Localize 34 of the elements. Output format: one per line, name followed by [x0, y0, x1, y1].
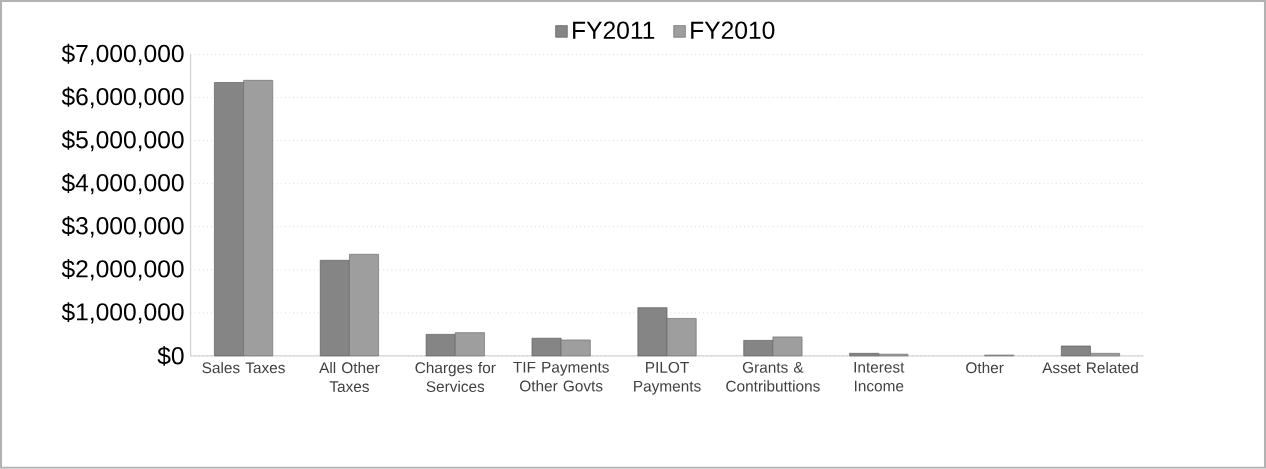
bar: [849, 353, 880, 357]
bar: [666, 318, 697, 357]
legend-label: FY2010: [691, 21, 775, 40]
legend-label: FY2011: [573, 21, 655, 40]
bar: [772, 336, 803, 357]
x-tick-label: All Other Taxes: [319, 362, 380, 393]
x-tick-label: Charges for Services: [415, 362, 496, 393]
x-tick-label: Sales Taxes: [202, 362, 285, 374]
x-tick-label: PILOT Payments: [634, 362, 701, 395]
x-tick-label: Asset Related: [1042, 362, 1138, 374]
bar: [454, 332, 485, 357]
bar: [637, 307, 668, 357]
bar: [1061, 345, 1091, 357]
y-tick-label: $6,000,000: [61, 87, 184, 109]
bar: [214, 82, 244, 357]
bar: [349, 254, 379, 357]
y-tick-label: $4,000,000: [61, 173, 184, 195]
y-tick-label: $7,000,000: [61, 43, 184, 66]
y-tick-label: $3,000,000: [61, 216, 184, 238]
x-tick-label: TIF Payments Other Govts: [513, 362, 609, 392]
bar: [243, 80, 274, 357]
y-tick-label: $0: [157, 346, 184, 366]
y-tick-label: $2,000,000: [61, 259, 184, 281]
y-tick-label: $5,000,000: [61, 130, 184, 152]
bar: [743, 340, 774, 357]
x-tick-label: Grants & Contributtions: [726, 362, 820, 392]
bar: [531, 338, 562, 357]
x-tick-label: Interest Income: [854, 362, 905, 392]
bar: [560, 339, 591, 357]
y-tick-label: $1,000,000: [61, 302, 184, 324]
bar: [319, 260, 350, 357]
bar: [425, 334, 456, 357]
x-tick-label: Other: [966, 362, 1004, 374]
bar: [1090, 353, 1121, 357]
